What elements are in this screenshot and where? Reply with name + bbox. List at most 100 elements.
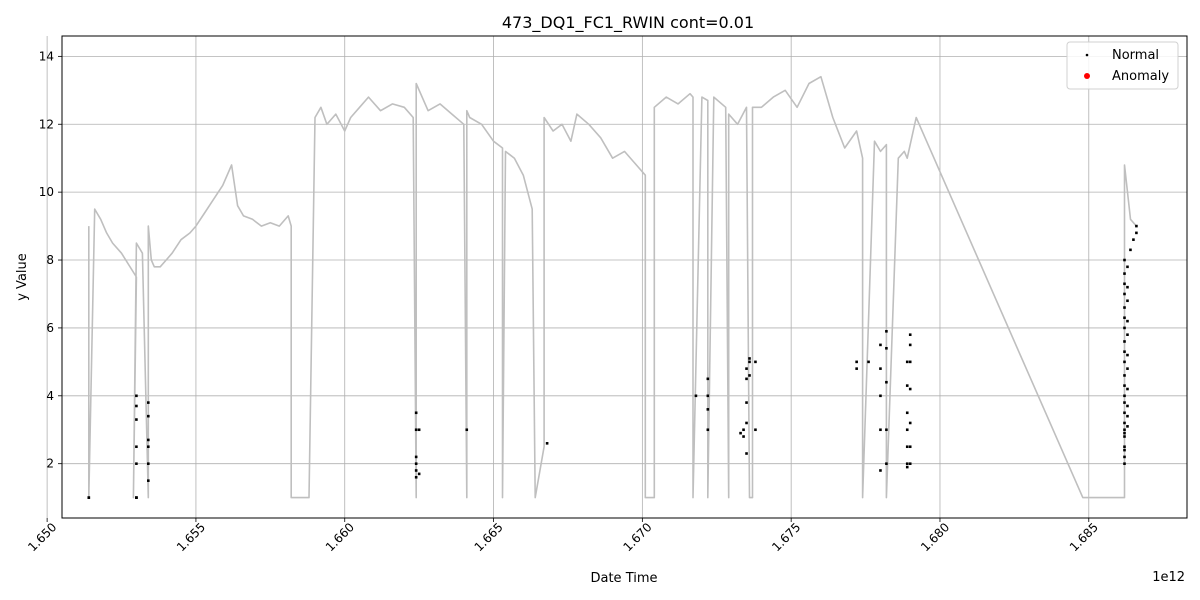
normal-point [147, 414, 150, 418]
legend-anomaly-marker [1084, 73, 1090, 79]
normal-point [754, 360, 757, 364]
normal-point [135, 496, 138, 499]
normal-point [905, 428, 909, 432]
x-tick-label: 1.665 [472, 520, 506, 554]
normal-point [147, 401, 150, 404]
normal-point [742, 435, 745, 438]
normal-point [879, 469, 882, 472]
normal-point [1123, 411, 1126, 415]
y-tick-label: 10 [39, 185, 54, 199]
normal-point [1126, 404, 1129, 408]
normal-point [706, 428, 710, 432]
normal-point [745, 401, 748, 404]
normal-point [739, 431, 742, 435]
y-tick-label: 8 [46, 253, 54, 267]
normal-point [855, 360, 858, 364]
normal-point [905, 465, 909, 469]
normal-point [1123, 394, 1126, 398]
normal-point [545, 442, 549, 445]
normal-point [135, 418, 138, 421]
x-tick-label: 1.655 [174, 520, 208, 554]
x-axis-label: Date Time [590, 571, 657, 586]
normal-point [885, 380, 888, 384]
normal-point [1123, 428, 1126, 432]
normal-point [1123, 401, 1126, 404]
normal-point [417, 428, 421, 432]
normal-point [414, 469, 418, 472]
normal-point [1126, 353, 1129, 357]
legend: Normal Anomaly [1066, 41, 1179, 90]
normal-point [147, 462, 150, 465]
normal-point [1126, 265, 1129, 269]
normal-point [1126, 333, 1129, 337]
normal-point [414, 462, 418, 465]
y-axis-label: y Value [15, 253, 30, 301]
normal-point [745, 377, 748, 381]
normal-point [1123, 431, 1126, 435]
plot-frame [61, 35, 1188, 519]
normal-point [135, 462, 138, 465]
legend-anomaly-label: Anomaly [1112, 69, 1169, 84]
x-tick-label: 1.685 [1067, 520, 1101, 554]
normal-point [754, 428, 757, 432]
normal-point [1123, 340, 1126, 343]
normal-point [706, 377, 710, 381]
normal-point [748, 374, 751, 377]
normal-point [1132, 238, 1135, 241]
normal-point [414, 455, 418, 459]
normal-point [1126, 319, 1129, 323]
normal-point [135, 445, 138, 449]
normal-points-layer [87, 224, 1138, 499]
normal-point [885, 428, 888, 432]
normal-point [1123, 350, 1126, 353]
normal-point [147, 438, 150, 442]
normal-point [1123, 272, 1126, 275]
y-tick-label: 2 [46, 457, 54, 471]
normal-point [1135, 231, 1138, 235]
normal-point [885, 346, 888, 350]
normal-point [135, 404, 138, 408]
x-tick-label: 1.680 [918, 520, 952, 554]
normal-point [908, 343, 912, 347]
y-tick-label: 4 [46, 389, 54, 403]
normal-point [742, 428, 745, 432]
x-ticks: 1.650 1.655 1.660 1.665 1.670 1.675 1.680 1.685 [25, 518, 1101, 554]
normal-point [908, 445, 912, 449]
legend-normal-label: Normal [1112, 48, 1159, 63]
x-tick-label: 1.670 [620, 520, 654, 554]
legend-normal-marker [1085, 53, 1089, 57]
normal-point [706, 394, 710, 398]
normal-point [908, 387, 912, 391]
normal-point [465, 428, 469, 432]
normal-point [1123, 374, 1126, 377]
normal-point [905, 445, 909, 449]
normal-point [87, 496, 91, 499]
normal-point [748, 357, 751, 360]
normal-point [855, 367, 858, 370]
normal-point [1126, 285, 1129, 289]
normal-point [414, 475, 418, 479]
normal-point [1123, 448, 1126, 452]
normal-point [1123, 421, 1126, 425]
x-tick-label: 1.650 [25, 520, 59, 554]
legend-box [1066, 41, 1179, 90]
normal-point [1135, 224, 1138, 228]
x-tick-label: 1.675 [769, 520, 803, 554]
normal-point [1123, 326, 1126, 330]
series-line-layer [88, 75, 1138, 499]
y-tick-label: 6 [46, 321, 54, 335]
normal-point [1123, 384, 1126, 387]
x-tick-label: 1.660 [323, 520, 357, 554]
normal-point [908, 462, 912, 465]
normal-point [694, 394, 698, 398]
normal-point [885, 462, 888, 465]
normal-point [414, 411, 418, 415]
normal-point [879, 428, 882, 432]
normal-point [1123, 282, 1126, 286]
normal-point [1123, 435, 1126, 438]
series-line [88, 75, 1138, 499]
y-tick-label: 12 [39, 117, 54, 131]
normal-point [1129, 248, 1132, 252]
normal-point [905, 384, 909, 387]
